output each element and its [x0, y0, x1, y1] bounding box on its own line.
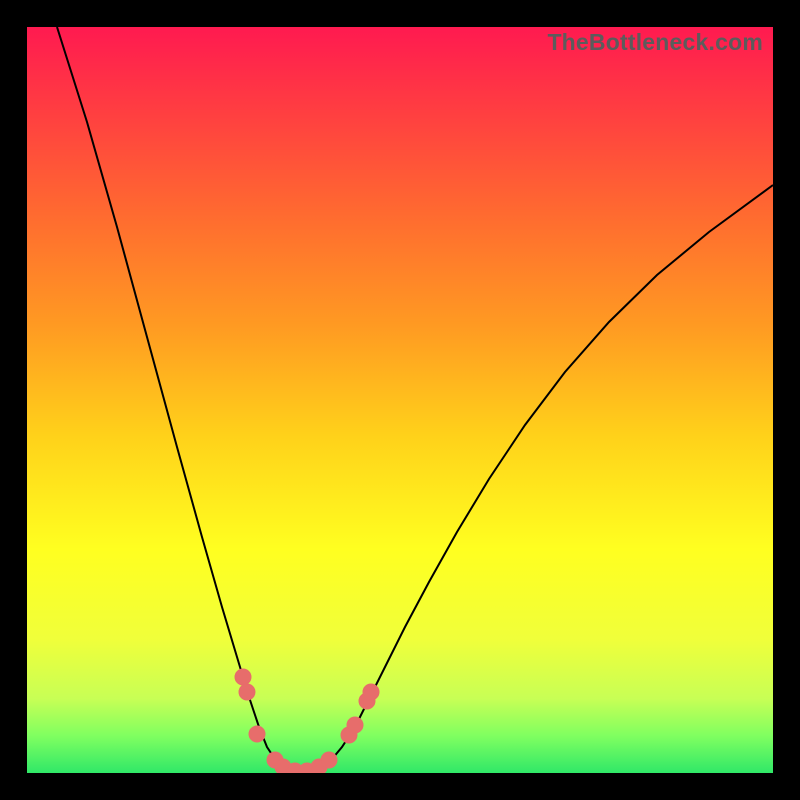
v-curve-svg — [27, 27, 773, 773]
marker-dot — [321, 752, 337, 768]
marker-dot — [239, 684, 255, 700]
bottleneck-curve — [57, 27, 773, 773]
marker-dot — [249, 726, 265, 742]
plot-area: TheBottleneck.com — [27, 27, 773, 773]
attribution-text: TheBottleneck.com — [547, 29, 763, 56]
marker-dot — [235, 669, 251, 685]
marker-dot — [347, 717, 363, 733]
marker-dot — [363, 684, 379, 700]
chart-frame: TheBottleneck.com — [0, 0, 800, 800]
